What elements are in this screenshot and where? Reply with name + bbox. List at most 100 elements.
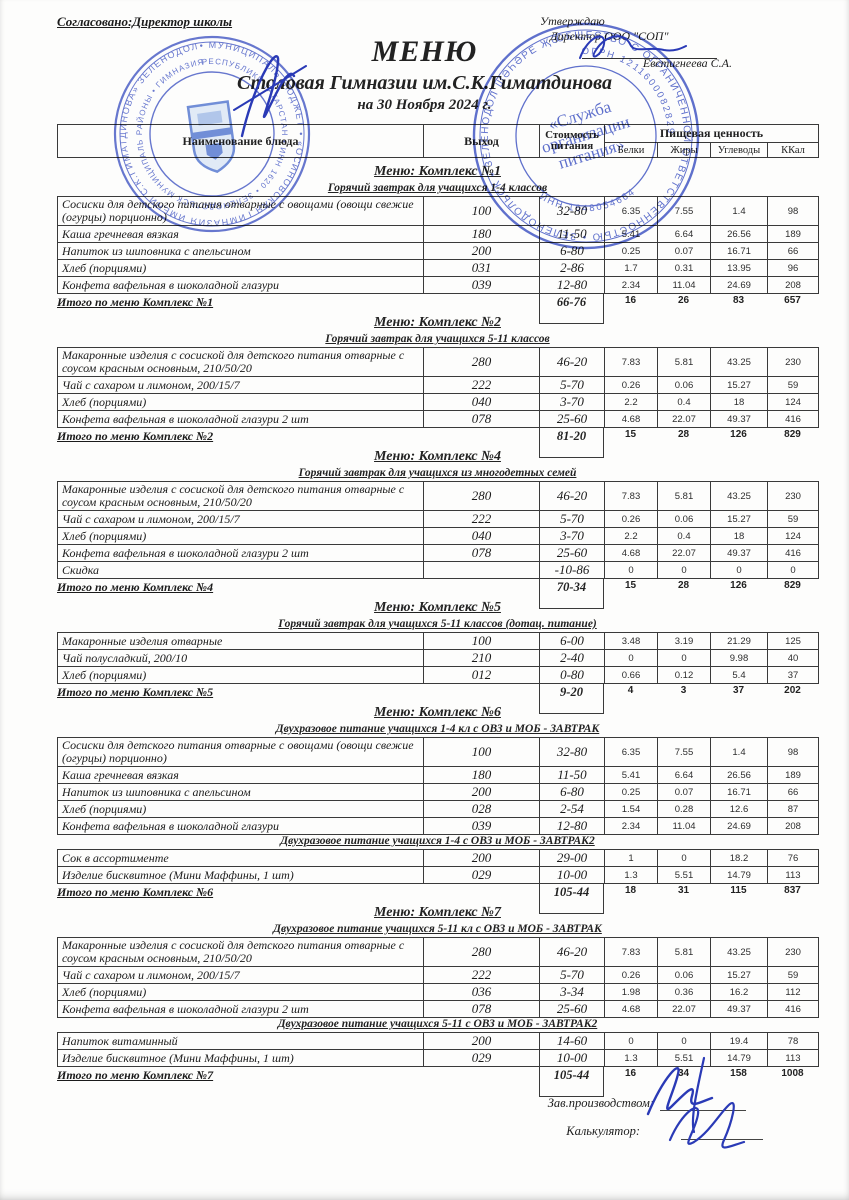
dish-cost: 25-60 [539, 544, 605, 562]
total-fat: 28 [677, 580, 690, 591]
section-subtitle: Горячий завтрак для учащихся 5-11 классо… [325, 333, 550, 345]
dish-carbs: 43.25 [710, 481, 768, 511]
total-fat: 31 [677, 885, 690, 896]
dish-carbs: 18.2 [710, 849, 768, 867]
total-cost: 66-76 [539, 293, 604, 324]
dish-row: Напиток витаминный 200 14-60 0 0 19.4 78 [57, 1032, 819, 1050]
dish-row: Хлеб (порциями) 031 2-86 1.7 0.31 13.95 96 [57, 259, 819, 277]
dish-kcal: 113 [767, 1049, 819, 1067]
dish-protein: 4.68 [604, 1000, 658, 1018]
total-carbs: 126 [730, 580, 747, 591]
dish-output: 200 [423, 1032, 540, 1050]
total-protein: 15 [624, 429, 637, 440]
dish-cost: 12-80 [539, 817, 605, 835]
dishes-table: Сок в ассортименте 200 29-00 1 0 18.2 76 Издели… [57, 849, 819, 884]
dish-output: 036 [423, 983, 540, 1001]
dish-protein: 3.48 [604, 632, 658, 650]
total-carbs: 37 [732, 685, 745, 696]
dish-fat: 0.12 [657, 666, 711, 684]
dishes-table: Напиток витаминный 200 14-60 0 0 19.4 78 Издели… [57, 1032, 819, 1067]
section-subtitle: Горячий завтрак для учащихся из многодет… [298, 467, 577, 479]
col-header-cost: Стоимость питания [539, 124, 605, 158]
dish-carbs: 15.27 [710, 376, 768, 394]
dish-carbs: 18 [710, 527, 768, 545]
dish-fat: 6.64 [657, 225, 711, 243]
dish-row: Каша гречневая вязкая 180 11-50 5.41 6.64 26.… [57, 766, 819, 784]
dish-output: 078 [423, 410, 540, 428]
total-cost: 105-44 [539, 883, 604, 914]
dish-cost: 3-70 [539, 393, 605, 411]
dish-cost: 29-00 [539, 849, 605, 867]
dish-name: Хлеб (порциями) [57, 983, 424, 1001]
dish-carbs: 43.25 [710, 347, 768, 377]
total-cost: 70-34 [539, 578, 604, 609]
total-kcal: 202 [784, 685, 801, 696]
dish-name: Чай с сахаром и лимоном, 200/15/7 [57, 376, 424, 394]
dish-cost: 0-80 [539, 666, 605, 684]
dish-output: 222 [423, 510, 540, 528]
dish-protein: 2.2 [604, 393, 658, 411]
dish-output: 029 [423, 866, 540, 884]
menu-complex: Меню: Комплекс №1 Горячий завтрак для уча… [57, 164, 819, 324]
dish-kcal: 113 [767, 866, 819, 884]
dish-kcal: 230 [767, 481, 819, 511]
dish-name: Конфета вафельная в шоколадной глазури 2… [57, 544, 424, 562]
dish-fat: 0.36 [657, 983, 711, 1001]
dish-name: Чай с сахаром и лимоном, 200/15/7 [57, 966, 424, 984]
dish-cost: 5-70 [539, 376, 605, 394]
dish-protein: 2.34 [604, 817, 658, 835]
dish-carbs: 15.27 [710, 966, 768, 984]
dish-fat: 5.51 [657, 866, 711, 884]
dish-name: Макаронные изделия с сосиской для детско… [57, 347, 424, 377]
dish-row: Сосиски для детского питания отварные с … [57, 737, 819, 767]
col-header-carbs: Углеводы [710, 142, 768, 158]
dish-kcal: 78 [767, 1032, 819, 1050]
dish-cost: 46-20 [539, 347, 605, 377]
section-subtitle: Двухразовое питание учащихся 5-11 с ОВЗ … [277, 1018, 598, 1030]
dish-kcal: 189 [767, 225, 819, 243]
dish-output: 280 [423, 937, 540, 967]
complex-total-row: Итого по меню Комплекс №5 9-20 4 3 37 202 [57, 683, 818, 714]
menu-complex: Меню: Комплекс №7 Двухразовое питание уча… [57, 905, 819, 1097]
dish-cost: 5-70 [539, 510, 605, 528]
dish-protein: 6.35 [604, 737, 658, 767]
total-label: Итого по меню Комплекс №6 [57, 885, 214, 899]
dish-kcal: 416 [767, 1000, 819, 1018]
dish-cost: 25-60 [539, 1000, 605, 1018]
dish-name: Хлеб (порциями) [57, 666, 424, 684]
dishes-table: Макаронные изделия отварные 100 6-00 3.48 3.… [57, 632, 819, 684]
dish-protein: 1.3 [604, 866, 658, 884]
complex-title: Меню: Комплекс №6 [374, 705, 501, 720]
dish-output: 210 [423, 649, 540, 667]
dish-name: Хлеб (порциями) [57, 393, 424, 411]
dish-carbs: 26.56 [710, 225, 768, 243]
dish-kcal: 40 [767, 649, 819, 667]
dish-carbs: 49.37 [710, 544, 768, 562]
total-protein: 15 [624, 580, 637, 591]
complex-title: Меню: Комплекс №4 [374, 449, 501, 464]
dish-row: Изделие бисквитное (Мини Маффины, 1 шт) 0… [57, 866, 819, 884]
dish-protein: 1.54 [604, 800, 658, 818]
dish-fat: 0.4 [657, 527, 711, 545]
total-label: Итого по меню Комплекс №1 [57, 295, 214, 309]
dish-output: 012 [423, 666, 540, 684]
dish-fat: 0 [657, 649, 711, 667]
dish-name: Макаронные изделия отварные [57, 632, 424, 650]
total-cost: 81-20 [539, 427, 604, 458]
dish-protein: 5.41 [604, 225, 658, 243]
dish-output: 040 [423, 393, 540, 411]
dish-output: 031 [423, 259, 540, 277]
dish-kcal: 124 [767, 393, 819, 411]
dish-kcal: 76 [767, 849, 819, 867]
dish-kcal: 66 [767, 242, 819, 260]
dish-output: 078 [423, 544, 540, 562]
dish-output: 078 [423, 1000, 540, 1018]
dish-fat: 0.07 [657, 783, 711, 801]
calculator-label: Калькулятор: [566, 1124, 640, 1138]
dish-output: 280 [423, 347, 540, 377]
dish-output: 029 [423, 1049, 540, 1067]
total-cost: 9-20 [539, 683, 604, 714]
dish-fat: 0.07 [657, 242, 711, 260]
agreed-line: Согласовано:Директор школы [57, 14, 233, 29]
dish-output: 100 [423, 737, 540, 767]
